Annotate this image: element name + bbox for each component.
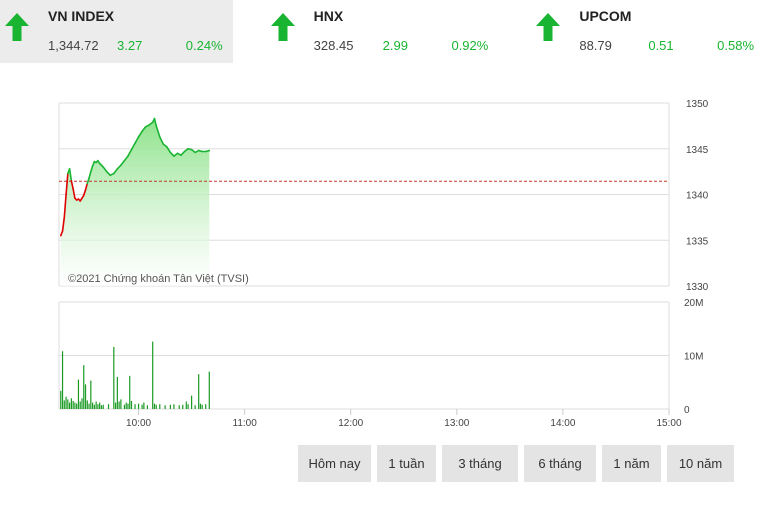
price-line-segment — [105, 170, 112, 177]
price-line-segment — [155, 125, 161, 138]
up-arrow-icon — [270, 13, 295, 41]
price-line-segment — [169, 151, 175, 157]
time-tick-label: 11:00 — [233, 418, 258, 429]
price-line-segment — [127, 148, 133, 157]
timeframe-button[interactable]: 1 tuần — [377, 445, 436, 482]
index-percent: 0.92% — [451, 38, 489, 53]
price-area-fill — [60, 118, 210, 286]
index-tile-hnx[interactable]: HNX 328.45 2.99 0.92% — [266, 0, 499, 63]
timeframe-selector: Hôm nay 1 tuần 3 tháng 6 tháng 1 năm 10 năm — [298, 445, 734, 482]
price-line-segment — [63, 193, 67, 219]
index-name: HNX — [313, 8, 344, 24]
timeframe-button[interactable]: 1 năm — [602, 445, 661, 482]
timeframe-button[interactable]: Hôm nay — [298, 445, 371, 482]
price-line-segment — [113, 168, 119, 175]
price-tick-label: 1345 — [686, 145, 709, 156]
index-percent: 0.24% — [185, 38, 223, 53]
price-line-segment — [102, 166, 108, 173]
price-line-segment — [91, 160, 96, 167]
time-tick-label: 13:00 — [444, 418, 469, 429]
price-line-segment — [72, 188, 76, 199]
price-line-segment — [116, 164, 122, 170]
index-change: 2.99 — [382, 38, 408, 53]
price-line-segment — [90, 165, 94, 173]
price-line-segment — [166, 146, 172, 154]
index-tile-upcom[interactable]: UPCOM 88.79 0.51 0.58% — [531, 0, 764, 63]
price-line-segment — [204, 149, 211, 153]
time-tick-label: 12:00 — [338, 418, 363, 429]
price-tick-label: 1340 — [686, 191, 709, 202]
index-change: 0.51 — [648, 38, 674, 53]
index-tile-vn-index[interactable]: VN INDEX 1,344.72 3.27 0.24% — [0, 0, 233, 63]
price-axis: 1330 1335 1340 1345 1350 — [686, 99, 709, 293]
price-line-segment — [130, 142, 136, 151]
index-price: 328.45 — [313, 38, 354, 53]
index-percent: 0.58% — [717, 38, 755, 53]
watermark: ©2021 Chứng khoán Tân Việt (TVSI) — [68, 273, 249, 285]
index-summary-bar: VN INDEX 1,344.72 3.27 0.24% HNX 328.45 2.99 0.… — [0, 0, 764, 63]
price-line-segment — [120, 159, 126, 167]
price-tick-label: 1330 — [686, 282, 709, 293]
price-line-segment — [61, 216, 66, 232]
price-line-segment — [180, 150, 186, 156]
index-name: UPCOM — [579, 8, 632, 24]
up-arrow-icon — [536, 13, 561, 41]
volume-tick-label: 0 — [684, 405, 690, 416]
price-tick-label: 1350 — [686, 99, 709, 110]
volume-gridlines — [58, 301, 670, 410]
price-line-segment — [59, 230, 64, 237]
price-line-segment — [158, 136, 165, 145]
price-line-segment — [123, 155, 129, 162]
price-line-segment — [82, 189, 87, 197]
price-line-segment — [86, 177, 90, 185]
up-arrow-icon — [5, 13, 29, 41]
time-axis: 10:00 11:00 12:00 13:00 14:00 15:00 — [126, 409, 682, 429]
timeframe-button[interactable]: 10 năm — [667, 445, 734, 482]
price-line-segment — [88, 170, 92, 179]
price-line-segment — [65, 172, 69, 196]
volume-bars — [60, 341, 210, 409]
volume-tick-label: 10M — [684, 352, 703, 363]
index-price: 88.79 — [579, 38, 612, 53]
price-line-segment — [84, 182, 89, 191]
time-tick-label: 14:00 — [550, 418, 575, 429]
index-name: VN INDEX — [48, 8, 115, 24]
timeframe-button[interactable]: 3 tháng — [442, 445, 518, 482]
price-line-segment — [68, 168, 73, 182]
index-price: 1,344.72 — [48, 38, 99, 53]
intraday-chart: 1330 1335 1340 1345 1350 ©2021 Chứng khoán T… — [58, 99, 709, 429]
price-line-segment — [153, 117, 158, 127]
price-line-segment — [141, 125, 147, 133]
price-line-segment — [70, 179, 74, 190]
price-area — [60, 118, 210, 286]
volume-tick-label: 20M — [684, 298, 703, 309]
volume-axis: 0 10M 20M — [684, 298, 703, 416]
time-tick-label: 10:00 — [126, 418, 151, 429]
price-line-segment — [134, 136, 140, 145]
price-tick-label: 1335 — [686, 236, 709, 247]
index-change: 3.27 — [117, 38, 143, 53]
timeframe-button[interactable]: 6 tháng — [524, 445, 596, 482]
price-line-segment — [137, 130, 143, 138]
price-line — [59, 117, 211, 237]
time-tick-label: 15:00 — [656, 418, 681, 429]
